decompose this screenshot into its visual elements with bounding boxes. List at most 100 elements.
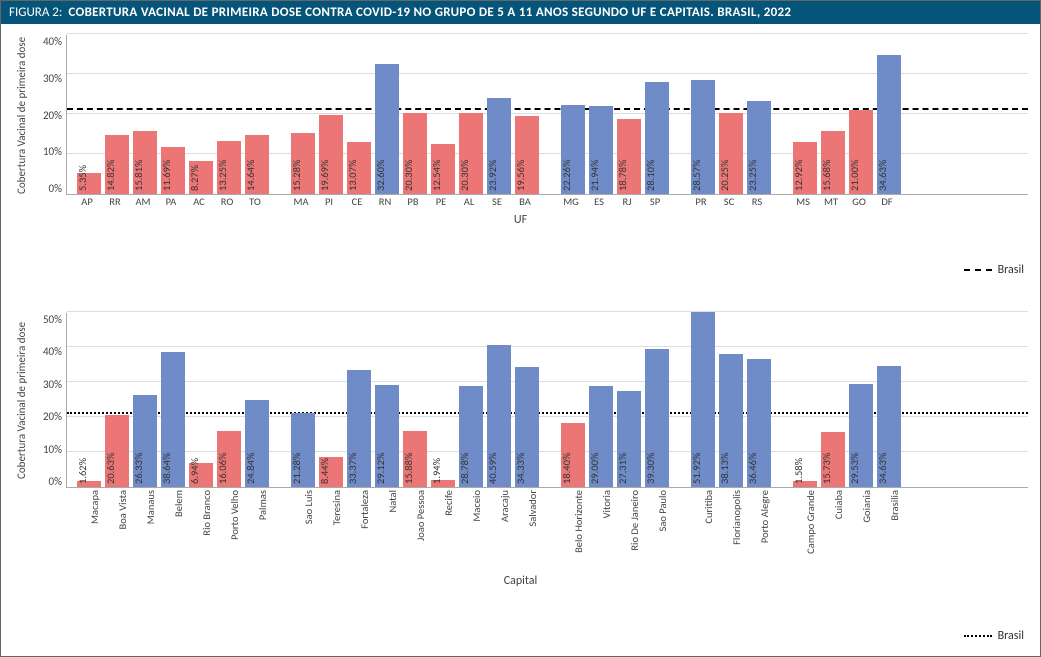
bar-value-label: 15.28% [290,160,303,191]
x-tick: Salvador [511,488,539,572]
plot-area: 5.35%14.82%15.81%11.69%8.27%13.25%14.64%… [66,35,1028,195]
y-tick: 0% [49,182,62,195]
bar: 18.40% [561,423,585,487]
bar-value-label: 36.46% [746,453,759,484]
bar-value-label: 26.33% [132,453,145,484]
x-tick: Rio Branco [185,488,213,572]
bar: 15.88% [403,431,427,487]
bar: 21.94% [589,106,613,194]
bar-value-label: 18.40% [560,453,573,484]
bar-value-label: 34.63% [876,453,889,484]
x-tick: Goiania [845,488,873,572]
x-tick: SC [715,195,743,211]
bars-container: 1.62%20.63%26.33%38.64%6.94%16.06%24.84%… [67,313,1028,487]
figure-title-bar: FIGURA 2: COBERTURA VACINAL DE PRIMEIRA … [1,1,1040,24]
legend-label: Brasil [998,263,1024,277]
bar-value-label: 27.31% [616,453,629,484]
x-axis: APRRAMPAACROTOMAPICERNPBPEALSEBAMGESRJSP… [9,195,1032,211]
bar-value-label: 29.53% [848,453,861,484]
x-tick: Boa Vista [101,488,129,572]
x-tick: Recife [427,488,455,572]
x-tick: Palmas [241,488,269,572]
x-tick: DF [873,195,901,211]
chart-capital: Cobertura Vacinal de primeira dose50%40%… [9,313,1032,588]
bar: 12.54% [431,144,455,194]
bar-value-label: 20.30% [458,160,471,191]
bar: 8.44% [319,457,343,487]
bar: 15.81% [133,131,157,194]
figure-title: COBERTURA VACINAL DE PRIMEIRA DOSE CONTR… [68,5,791,20]
y-tick: 30% [43,378,62,391]
x-tick: Maceio [455,488,483,572]
bar: 36.46% [747,359,771,487]
bar-value-label: 12.54% [430,160,443,191]
bar-value-label: 18.78% [616,160,629,191]
bar: 38.13% [719,354,743,487]
y-tick: 40% [43,35,62,48]
x-tick: AC [185,195,213,211]
bar-value-label: 8.27% [188,165,201,191]
x-tick: Florianopolis [715,488,743,572]
bar-value-label: 40.59% [486,453,499,484]
bar-value-label: 24.84% [244,453,257,484]
bar: 19.56% [515,116,539,194]
bar-value-label: 12.92% [792,160,805,191]
bar-value-label: 21.94% [588,160,601,191]
x-axis-label: Capital [9,574,1032,588]
bar: 13.25% [217,141,241,194]
bar-value-label: 38.13% [718,453,731,484]
legend-brasil-dotted: Brasil [964,629,1024,643]
x-tick: Sao Paulo [641,488,669,572]
x-tick: Cuiaba [817,488,845,572]
x-tick: PR [687,195,715,211]
x-tick: SE [483,195,511,211]
x-tick: Teresina [315,488,343,572]
bar-value-label: 28.57% [690,160,703,191]
x-tick: ES [585,195,613,211]
bar: 14.64% [245,135,269,194]
x-axis: MacapaBoa VistaManausBelemRio BrancoPort… [9,488,1032,572]
x-tick: MA [287,195,315,211]
x-tick: PE [427,195,455,211]
bar: 28.57% [691,80,715,194]
bar: 23.25% [747,101,771,194]
x-tick: AM [129,195,157,211]
bar-value-label: 1.58% [792,458,805,484]
bar: 20.30% [459,113,483,194]
x-tick: RJ [613,195,641,211]
y-tick: 30% [43,72,62,85]
bar: 21.00% [849,110,873,194]
bar: 29.53% [849,384,873,487]
x-tick: PI [315,195,343,211]
x-tick: RR [101,195,129,211]
bar-value-label: 1.62% [76,458,89,484]
bar-value-label: 15.68% [820,160,833,191]
bar-value-label: 11.69% [160,160,173,191]
bar: 15.28% [291,133,315,194]
bar: 13.07% [347,142,371,194]
x-tick: AP [73,195,101,211]
x-tick: Sao Luis [287,488,315,572]
bar: 28.10% [645,82,669,194]
x-tick: AL [455,195,483,211]
bar-value-label: 15.73% [820,453,833,484]
chart-uf: Cobertura Vacinal de primeira dose40%30%… [9,35,1032,227]
bar: 15.68% [821,131,845,194]
bar: 19.69% [319,115,343,194]
x-tick: GO [845,195,873,211]
bar: 6.94% [189,463,213,487]
bar-value-label: 28.10% [644,160,657,191]
bar-value-label: 32.60% [374,160,387,191]
x-tick: PB [399,195,427,211]
bar: 20.30% [403,113,427,194]
y-tick: 40% [43,345,62,358]
y-tick: 50% [43,313,62,326]
x-tick: Porto Velho [213,488,241,572]
bar: 14.82% [105,135,129,194]
bar-value-label: 20.30% [402,160,415,191]
bar-value-label: 15.88% [402,453,415,484]
bar-value-label: 33.37% [346,453,359,484]
x-tick: Belo Horizonte [557,488,585,572]
x-tick: Macapa [73,488,101,572]
bar: 21.28% [291,413,315,487]
